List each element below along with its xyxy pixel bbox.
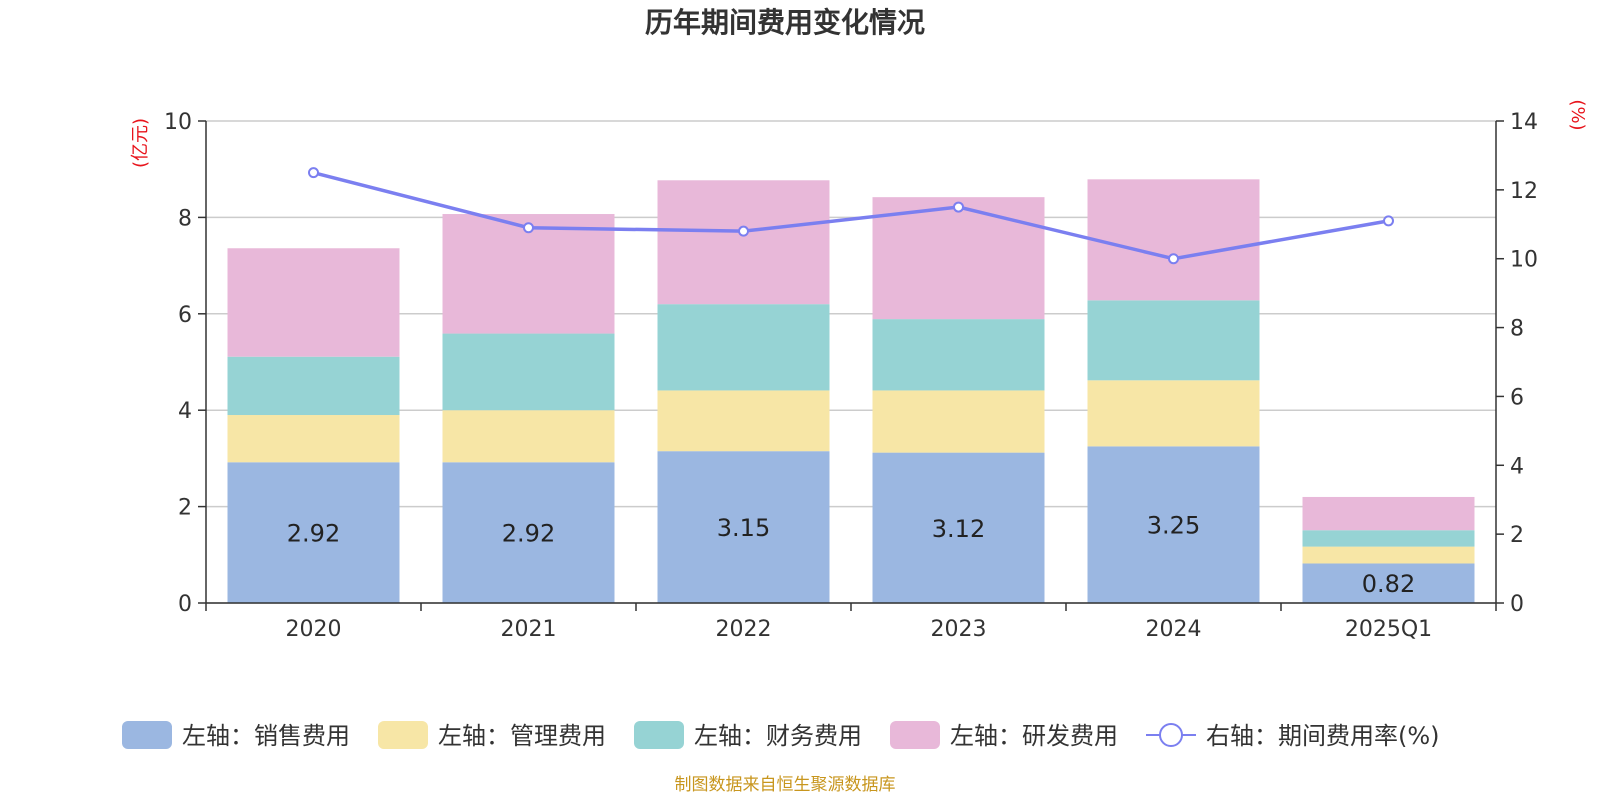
x-tick-label: 2021 [501,617,557,642]
bar-segment [657,180,830,305]
left-tick-label: 6 [178,303,192,328]
bar-segment [442,214,615,334]
data-label: 3.25 [1147,512,1200,540]
x-tick-label: 2020 [286,617,342,642]
x-tick-label: 2022 [716,617,772,642]
left-tick-label: 10 [164,110,192,135]
source-note: 制图数据来自恒生聚源数据库 [675,775,896,795]
bar-segment [657,390,830,452]
bar-segment [872,197,1045,320]
bar-segment [442,462,615,603]
bar-segment [872,319,1045,391]
rate-point [953,201,964,213]
legend-swatch [122,721,172,749]
bar-segment [227,248,400,357]
bar-segment [1302,530,1475,547]
right-axis-unit: (%) [1567,99,1588,130]
right-tick-label: 10 [1510,248,1538,273]
rate-point [738,225,749,237]
data-label: 2.92 [287,520,340,548]
data-label: 0.82 [1362,570,1415,598]
legend-label: 左轴：研发费用 [950,722,1118,750]
rate-line [308,167,1394,265]
data-label: 2.92 [502,520,555,548]
right-tick-label: 6 [1510,385,1524,410]
legend-label: 左轴：管理费用 [438,722,606,750]
bars: 2.92 2.92 3.15 3.12 3.25 0.82 [227,179,1475,603]
rate-point [1168,253,1179,265]
bar-segment [1302,546,1475,564]
bar-segment [657,304,830,391]
bar-segment [1087,179,1260,301]
x-tick-label: 2025Q1 [1345,617,1432,642]
bar-segment [227,356,400,416]
bar-segment [227,462,400,603]
data-label: 3.12 [932,515,985,543]
x-tick-label: 2024 [1146,617,1202,642]
right-tick-label: 2 [1510,523,1524,548]
right-tick-label: 14 [1510,110,1538,135]
x-tick-label: 2023 [931,617,987,642]
rate-point [1383,215,1394,227]
left-tick-label: 0 [178,592,192,617]
bar-segment [1302,563,1475,603]
chart-title: 历年期间费用变化情况 [645,6,925,39]
bar-segment [657,451,830,603]
legend: 左轴：销售费用 左轴：管理费用 左轴：财务费用 左轴：研发费用 右轴：期间费用率(%) [122,721,1440,750]
axes: 0 2 4 6 8 10 0 2 4 6 8 10 12 14 2020 2021 2022 2023 2024 20… [164,110,1538,642]
bar-segment [442,333,615,411]
legend-marker [1159,723,1183,747]
bar-segment [1087,380,1260,447]
bar-segment [1302,496,1475,531]
bar-segment [227,415,400,463]
bar-segment [442,410,615,463]
legend-swatch [634,721,684,749]
bar-segment [872,390,1045,453]
legend-label: 左轴：销售费用 [182,722,350,750]
data-label: 3.15 [717,514,770,542]
left-tick-label: 2 [178,496,192,521]
legend-label: 右轴：期间费用率(%) [1206,722,1440,750]
right-tick-label: 0 [1510,592,1524,617]
left-tick-label: 4 [178,399,192,424]
bar-segment [1087,300,1260,381]
legend-label: 左轴：财务费用 [694,722,862,750]
rate-point [308,167,319,179]
right-tick-label: 4 [1510,454,1524,479]
left-tick-label: 8 [178,206,192,231]
bar-segment [872,452,1045,603]
legend-swatch [890,721,940,749]
right-tick-label: 8 [1510,317,1524,342]
rate-point [523,222,534,234]
bar-segment [1087,446,1260,603]
legend-swatch [378,721,428,749]
right-tick-label: 12 [1510,179,1538,204]
left-axis-unit: (亿元) [130,118,151,168]
rate-line-path [313,170,1389,261]
